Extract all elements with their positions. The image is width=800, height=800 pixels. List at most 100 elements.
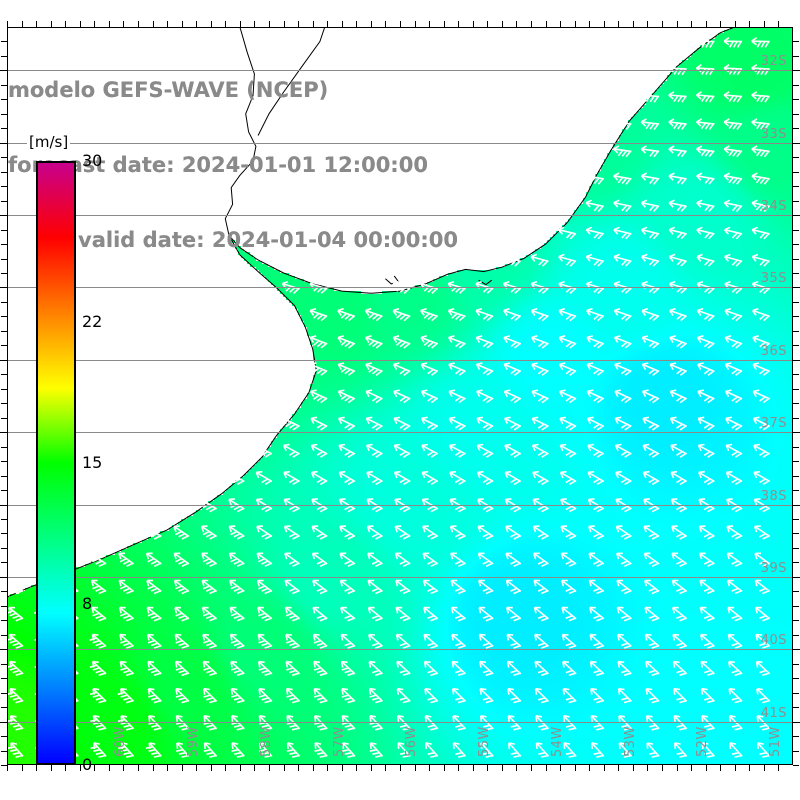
colorbar[interactable]	[36, 161, 76, 765]
wind-barb	[477, 525, 494, 540]
tick-left	[1, 447, 7, 448]
wind-barb	[90, 579, 107, 595]
wind-barb	[643, 498, 660, 513]
tick-left	[1, 186, 7, 187]
wind-barb	[698, 470, 715, 486]
tick-right	[793, 374, 799, 375]
wind-barb	[310, 443, 328, 458]
wind-barb	[502, 253, 522, 267]
wind-barb	[585, 226, 604, 240]
wind-barb	[420, 335, 439, 349]
wind-barb	[558, 389, 577, 404]
wind-barb	[531, 362, 549, 376]
tick-left	[1, 157, 7, 158]
wind-barb	[751, 64, 770, 76]
tick-top	[720, 21, 721, 27]
wind-barb	[89, 633, 107, 649]
wind-barb	[641, 389, 660, 404]
wind-barb	[586, 307, 605, 322]
wind-barb	[668, 199, 687, 213]
tick-right	[793, 143, 800, 144]
tick-right	[793, 533, 799, 534]
tick-bottom	[22, 765, 23, 771]
lon-label-53W: 53W	[622, 726, 638, 757]
gridline-lat	[7, 287, 793, 288]
wind-barb	[337, 389, 356, 404]
wind-barb	[613, 253, 632, 267]
colorbar-gradient	[38, 163, 74, 763]
tick-top	[764, 21, 765, 27]
tick-bottom	[313, 765, 314, 771]
tick-bottom	[589, 765, 590, 771]
wind-barb	[503, 416, 522, 431]
wind-barb	[641, 362, 660, 376]
wind-barb	[698, 498, 715, 513]
tick-right	[793, 432, 800, 433]
tick-top	[327, 21, 328, 27]
wind-barb	[281, 280, 300, 294]
wind-barb	[698, 552, 715, 568]
wind-barb	[506, 660, 522, 677]
wind-barb	[723, 172, 743, 185]
tick-right	[793, 562, 799, 563]
wind-barb	[562, 687, 577, 704]
wind-barb	[477, 498, 494, 513]
tick-top	[51, 21, 52, 27]
colorbar-unit-label: [m/s]	[27, 133, 71, 151]
wind-barb	[723, 91, 743, 103]
wind-barb	[368, 660, 384, 677]
wind-barb	[449, 498, 466, 513]
wind-barb	[728, 660, 743, 677]
wind-barb	[751, 226, 770, 240]
tick-right	[793, 765, 799, 766]
wind-barb	[724, 307, 743, 322]
gridline-lat	[7, 360, 793, 361]
wind-barb	[696, 172, 715, 185]
tick-right	[793, 70, 800, 71]
wind-barb	[478, 633, 494, 649]
wind-barb	[259, 742, 273, 758]
wind-barb	[422, 579, 439, 595]
colorbar-tick-8: 8	[82, 593, 93, 613]
tick-bottom	[269, 765, 270, 771]
wind-barb	[723, 226, 743, 240]
tick-right	[793, 157, 799, 158]
tick-left	[1, 273, 7, 274]
tick-left	[1, 476, 7, 477]
tick-bottom	[473, 765, 474, 771]
wind-barb	[532, 525, 549, 540]
wind-barb	[562, 660, 577, 677]
wind-barb	[203, 742, 218, 758]
wind-barb	[644, 606, 660, 622]
tick-right	[793, 99, 799, 100]
wind-barb	[640, 226, 660, 240]
wind-barb	[448, 362, 466, 376]
wind-barb	[697, 362, 715, 376]
lon-label-55W: 55W	[477, 726, 493, 757]
wind-barb	[395, 579, 411, 595]
wind-barb	[504, 498, 522, 513]
wind-barb	[478, 579, 494, 595]
wind-barb	[668, 253, 687, 267]
tick-top	[633, 21, 634, 27]
wind-barb	[340, 606, 356, 622]
wind-barb	[448, 443, 466, 458]
wind-barb	[117, 687, 135, 704]
wind-barb	[146, 633, 162, 649]
wind-barb	[284, 552, 301, 568]
wind-barb	[642, 470, 660, 486]
wind-barb	[339, 579, 356, 595]
wind-barb	[754, 579, 771, 595]
wind-barb	[447, 307, 466, 322]
tick-bottom	[196, 765, 197, 771]
wind-barb	[475, 307, 494, 322]
wind-barb	[530, 307, 549, 322]
tick-bottom	[618, 765, 619, 771]
tick-top	[80, 21, 81, 27]
tick-bottom	[240, 765, 241, 771]
tick-left	[1, 403, 7, 404]
tick-bottom	[735, 765, 736, 771]
wind-barb	[423, 633, 439, 649]
wind-barb	[202, 633, 218, 649]
